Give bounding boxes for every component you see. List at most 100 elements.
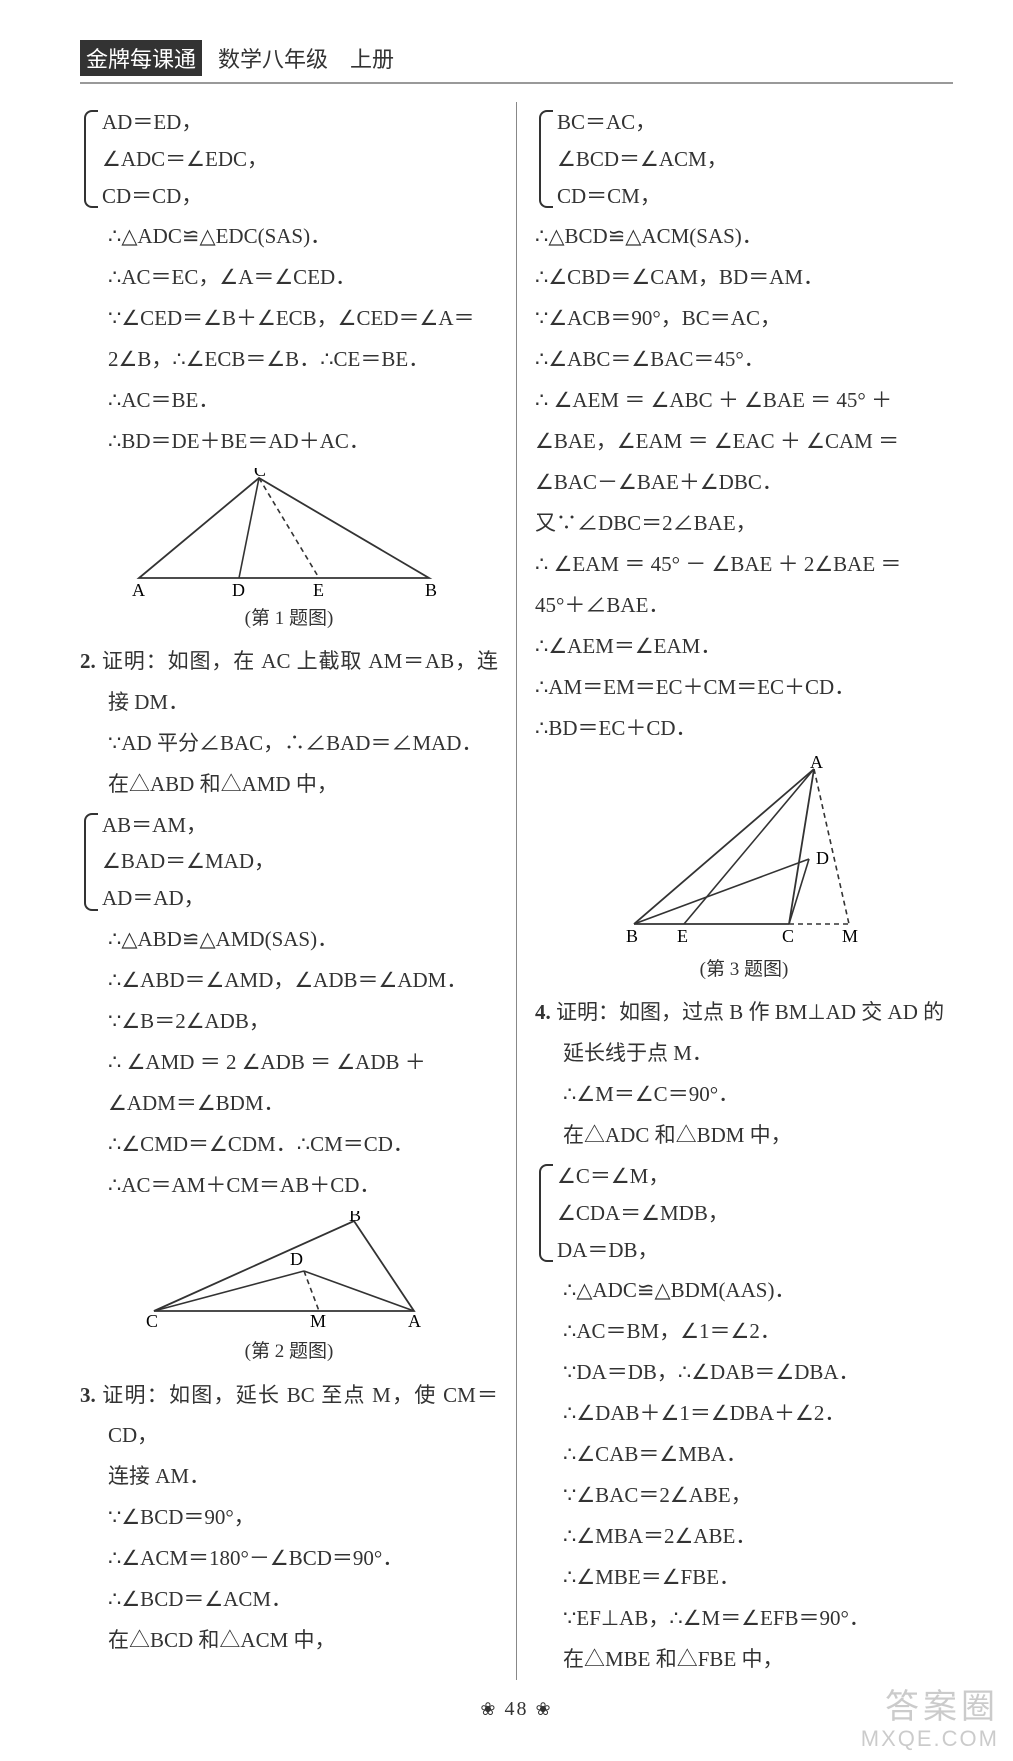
- page-number: 48: [505, 1698, 529, 1720]
- proof-line: 在△BCD 和△ACM 中，: [80, 1620, 498, 1661]
- q2-text: 证明：如图，在 AC 上截取 AM＝AB，连接 DM．: [102, 649, 498, 714]
- figure-2-svg: C M A D B: [144, 1211, 434, 1331]
- proof-line: ∴ ∠AEM ＝ ∠ABC ＋ ∠BAE ＝ 45° ＋: [535, 380, 953, 421]
- figure-3: B E C M A D (第 3 题图): [535, 754, 953, 988]
- q3-head: 3. 证明：如图，延长 BC 至点 M，使 CM＝CD，: [80, 1375, 498, 1457]
- svg-text:A: A: [810, 754, 823, 772]
- q4-text: 证明：如图，过点 B 作 BM⊥AD 交 AD 的: [556, 1000, 944, 1024]
- proof-line: ∴AC＝AM＋CM＝AB＋CD．: [80, 1165, 498, 1206]
- svg-text:M: M: [842, 926, 858, 946]
- svg-text:B: B: [349, 1211, 361, 1225]
- brace-line: ∠BCD＝∠ACM，: [557, 141, 953, 178]
- proof-line: ∵DA＝DB，∴∠DAB＝∠DBA．: [535, 1352, 953, 1393]
- proof-line: ∠BAE，∠EAM ＝ ∠EAC ＋ ∠CAM ＝: [535, 421, 953, 462]
- proof-line: ∴∠CMD＝∠CDM．∴CM＝CD．: [80, 1124, 498, 1165]
- footer-ornament-left: ❀: [480, 1699, 497, 1719]
- proof-line: ∴△ABD≌△AMD(SAS)．: [80, 919, 498, 960]
- svg-text:E: E: [677, 926, 688, 946]
- proof-line: ∵EF⊥AB，∴∠M＝∠EFB＝90°．: [535, 1598, 953, 1639]
- svg-text:D: D: [232, 580, 245, 598]
- svg-text:B: B: [626, 926, 638, 946]
- svg-text:M: M: [310, 1311, 326, 1331]
- subject-label: 数学八年级 上册: [218, 42, 394, 74]
- proof-line: 45°＋∠BAE．: [535, 585, 953, 626]
- svg-text:D: D: [290, 1249, 303, 1269]
- proof-line: ∴ ∠AMD ＝ 2 ∠ADB ＝ ∠ADB ＋: [80, 1042, 498, 1083]
- figure-1: A D E B C (第 1 题图): [80, 468, 498, 637]
- proof-line: ∴△ADC≌△EDC(SAS)．: [80, 216, 498, 257]
- q4-head: 4. 证明：如图，过点 B 作 BM⊥AD 交 AD 的: [535, 992, 953, 1033]
- svg-text:D: D: [816, 848, 829, 868]
- brace-1: AD＝ED， ∠ADC＝∠EDC， CD＝CD，: [80, 104, 498, 214]
- brace-line: ∠BAD＝∠MAD，: [102, 843, 498, 880]
- proof-line: 在△ADC 和△BDM 中，: [535, 1115, 953, 1156]
- proof-line: ∴△ADC≌△BDM(AAS)．: [535, 1270, 953, 1311]
- proof-line: ∴ ∠EAM ＝ 45° － ∠BAE ＋ 2∠BAE ＝: [535, 544, 953, 585]
- page-header: 金牌每课通 数学八年级 上册: [80, 40, 953, 84]
- proof-line: ∴BD＝EC＋CD．: [535, 708, 953, 749]
- proof-line: 延长线于点 M．: [535, 1033, 953, 1074]
- proof-line: ∠BAC－∠BAE＋∠DBC．: [535, 462, 953, 503]
- brace-line: AD＝ED，: [102, 104, 498, 141]
- proof-line: 在△ABD 和△AMD 中，: [80, 764, 498, 805]
- brace-line: CD＝CM，: [557, 178, 953, 215]
- proof-line: ∴BD＝DE＋BE＝AD＋AC．: [80, 421, 498, 462]
- proof-line: ∴∠MBE＝∠FBE．: [535, 1557, 953, 1598]
- q3-text: 证明：如图，延长 BC 至点 M，使 CM＝CD，: [102, 1383, 498, 1448]
- proof-line: ∴△BCD≌△ACM(SAS)．: [535, 216, 953, 257]
- proof-line: ∴∠ABC＝∠BAC＝45°．: [535, 339, 953, 380]
- figure-1-svg: A D E B C: [129, 468, 449, 598]
- brace-line: AD＝AD，: [102, 880, 498, 917]
- svg-text:B: B: [425, 580, 437, 598]
- brace-line: BC＝AC，: [557, 104, 953, 141]
- brace-3: BC＝AC， ∠BCD＝∠ACM， CD＝CM，: [535, 104, 953, 214]
- proof-line: 2∠B，∴∠ECB＝∠B．∴CE＝BE．: [80, 339, 498, 380]
- figure-2-caption: (第 2 题图): [245, 1333, 334, 1370]
- proof-line: 又∵∠DBC＝2∠BAE，: [535, 503, 953, 544]
- brace-2: AB＝AM， ∠BAD＝∠MAD， AD＝AD，: [80, 807, 498, 917]
- brand-label: 金牌每课通: [80, 40, 202, 76]
- proof-line: ∴∠AEM＝∠EAM．: [535, 626, 953, 667]
- proof-line: ∴∠M＝∠C＝90°．: [535, 1074, 953, 1115]
- watermark-line2: MXQE.COM: [861, 1727, 999, 1751]
- two-columns: AD＝ED， ∠ADC＝∠EDC， CD＝CD， ∴△ADC≌△EDC(SAS)…: [80, 102, 953, 1680]
- q2-head: 2. 证明：如图，在 AC 上截取 AM＝AB，连接 DM．: [80, 641, 498, 723]
- watermark-line1: 答案圈: [861, 1689, 999, 1726]
- proof-line: ∴AC＝BE．: [80, 380, 498, 421]
- svg-text:A: A: [132, 580, 145, 598]
- proof-line: ∴∠ACM＝180°－∠BCD＝90°．: [80, 1538, 498, 1579]
- figure-3-caption: (第 3 题图): [700, 951, 789, 988]
- proof-line: ∴∠MBA＝2∠ABE．: [535, 1516, 953, 1557]
- proof-line: ∴AC＝BM，∠1＝∠2．: [535, 1311, 953, 1352]
- figure-3-svg: B E C M A D: [614, 754, 874, 949]
- proof-line: ∴∠BCD＝∠ACM．: [80, 1579, 498, 1620]
- proof-line: ∴∠ABD＝∠AMD，∠ADB＝∠ADM．: [80, 960, 498, 1001]
- svg-text:C: C: [146, 1311, 158, 1331]
- brace-line: CD＝CD，: [102, 178, 498, 215]
- brace-4: ∠C＝∠M， ∠CDA＝∠MDB， DA＝DB，: [535, 1158, 953, 1268]
- proof-line: ∵∠CED＝∠B＋∠ECB，∠CED＝∠A＝: [80, 298, 498, 339]
- svg-text:C: C: [254, 468, 266, 480]
- figure-1-caption: (第 1 题图): [245, 600, 334, 637]
- proof-line: 连接 AM．: [80, 1456, 498, 1497]
- proof-line: ∴∠CAB＝∠MBA．: [535, 1434, 953, 1475]
- proof-line: ∴∠CBD＝∠CAM，BD＝AM．: [535, 257, 953, 298]
- proof-line: ∵AD 平分∠BAC，∴∠BAD＝∠MAD．: [80, 723, 498, 764]
- page-root: 金牌每课通 数学八年级 上册 AD＝ED， ∠ADC＝∠EDC， CD＝CD， …: [0, 0, 1013, 1761]
- brace-line: ∠CDA＝∠MDB，: [557, 1195, 953, 1232]
- svg-text:C: C: [782, 926, 794, 946]
- brace-line: AB＝AM，: [102, 807, 498, 844]
- proof-line: ∵∠BAC＝2∠ABE，: [535, 1475, 953, 1516]
- column-right: BC＝AC， ∠BCD＝∠ACM， CD＝CM， ∴△BCD≌△ACM(SAS)…: [517, 102, 953, 1680]
- brace-line: ∠ADC＝∠EDC，: [102, 141, 498, 178]
- proof-line: ∴AM＝EM＝EC＋CM＝EC＋CD．: [535, 667, 953, 708]
- brace-line: DA＝DB，: [557, 1232, 953, 1269]
- proof-line: ∵∠B＝2∠ADB，: [80, 1001, 498, 1042]
- watermark: 答案圈 MXQE.COM: [861, 1689, 999, 1751]
- column-left: AD＝ED， ∠ADC＝∠EDC， CD＝CD， ∴△ADC≌△EDC(SAS)…: [80, 102, 517, 1680]
- proof-line: ∠ADM＝∠BDM．: [80, 1083, 498, 1124]
- footer-ornament-right: ❀: [536, 1699, 553, 1719]
- proof-line: ∵∠BCD＝90°，: [80, 1497, 498, 1538]
- proof-line: ∴AC＝EC，∠A＝∠CED．: [80, 257, 498, 298]
- page-footer: ❀ 48 ❀: [80, 1698, 953, 1721]
